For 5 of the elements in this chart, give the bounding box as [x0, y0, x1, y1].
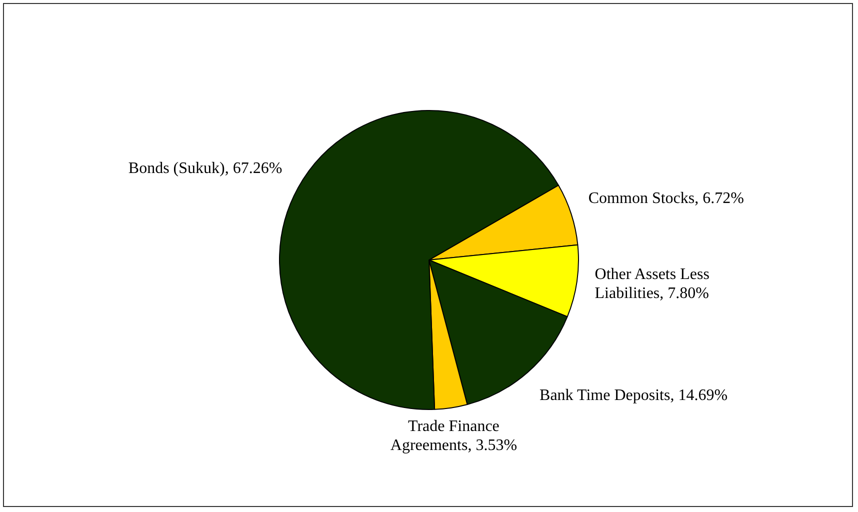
slice-label: Bank Time Deposits, 14.69%	[540, 387, 728, 404]
slice-label: Trade Finance Agreements, 3.53%	[390, 418, 518, 454]
slice-label: Bonds (Sukuk), 67.26%	[128, 160, 282, 178]
slice-label: Common Stocks, 6.72%	[588, 190, 744, 207]
slice-label: Other Assets Less Liabilities, 7.80%	[594, 266, 710, 302]
